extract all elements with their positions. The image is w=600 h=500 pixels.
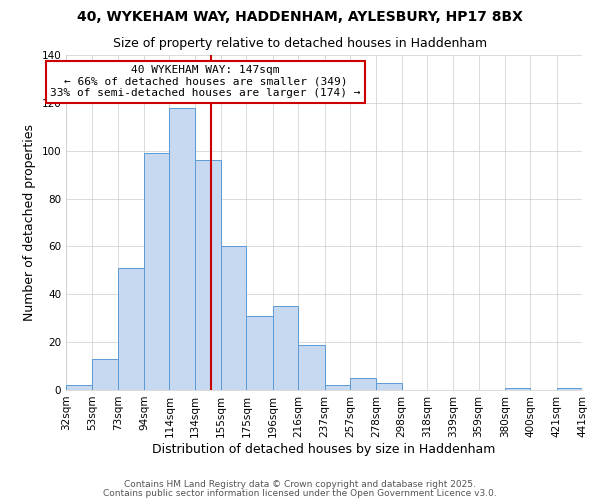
Bar <box>325 385 350 390</box>
Bar <box>169 108 194 390</box>
Bar <box>350 378 376 390</box>
Bar <box>273 306 298 390</box>
Bar <box>505 388 530 390</box>
Bar <box>144 153 169 390</box>
Text: 40, WYKEHAM WAY, HADDENHAM, AYLESBURY, HP17 8BX: 40, WYKEHAM WAY, HADDENHAM, AYLESBURY, H… <box>77 10 523 24</box>
Bar <box>221 246 247 390</box>
X-axis label: Distribution of detached houses by size in Haddenham: Distribution of detached houses by size … <box>152 442 496 456</box>
Bar <box>557 388 582 390</box>
Bar <box>298 344 325 390</box>
Bar <box>66 385 92 390</box>
Bar <box>92 359 118 390</box>
Text: Size of property relative to detached houses in Haddenham: Size of property relative to detached ho… <box>113 38 487 51</box>
Y-axis label: Number of detached properties: Number of detached properties <box>23 124 36 321</box>
Text: Contains public sector information licensed under the Open Government Licence v3: Contains public sector information licen… <box>103 488 497 498</box>
Bar <box>194 160 221 390</box>
Text: 40 WYKEHAM WAY: 147sqm
← 66% of detached houses are smaller (349)
33% of semi-de: 40 WYKEHAM WAY: 147sqm ← 66% of detached… <box>50 65 361 98</box>
Text: Contains HM Land Registry data © Crown copyright and database right 2025.: Contains HM Land Registry data © Crown c… <box>124 480 476 489</box>
Bar <box>118 268 144 390</box>
Bar <box>376 383 401 390</box>
Bar <box>247 316 273 390</box>
